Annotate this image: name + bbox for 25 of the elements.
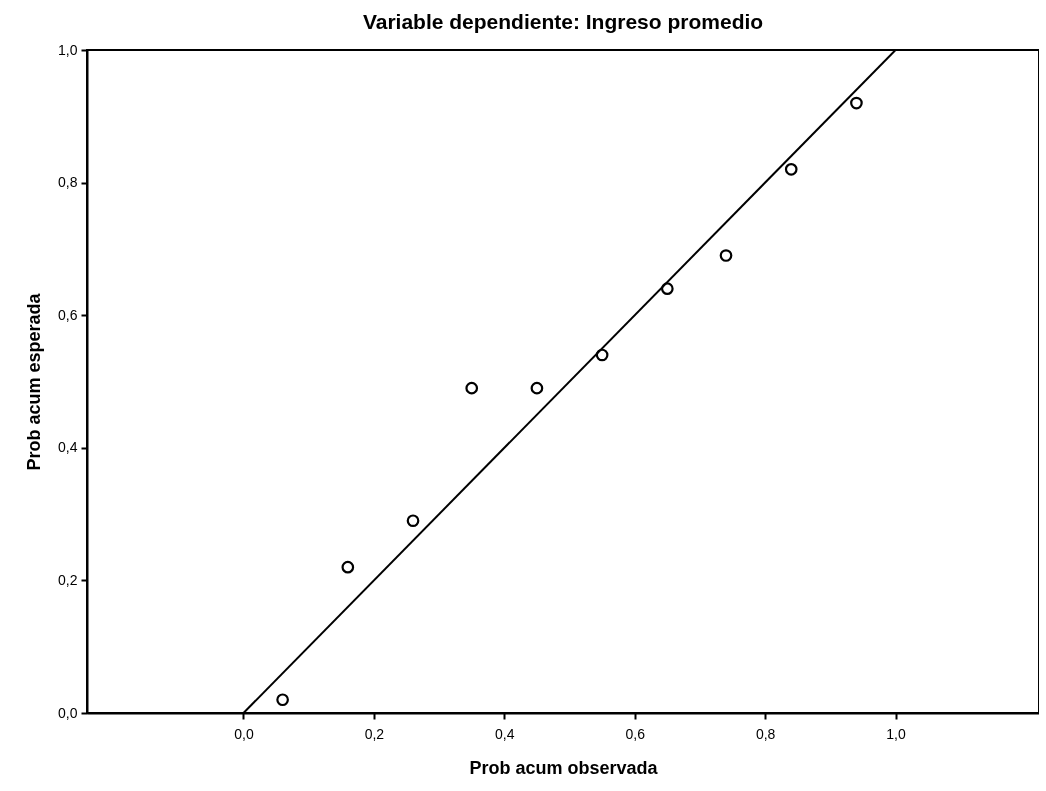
point xyxy=(406,514,420,528)
y-axis-title: Prob acum esperada xyxy=(24,292,45,471)
x-tick-label: 1,0 xyxy=(886,725,906,742)
x-tick-label: 0,4 xyxy=(495,725,515,742)
point xyxy=(595,348,609,362)
y-tick-label: 0,6 xyxy=(58,306,78,323)
point xyxy=(850,96,863,110)
y-tick-label: 0,0 xyxy=(58,704,78,721)
x-tick-label: 0,8 xyxy=(755,725,776,742)
point xyxy=(719,249,733,262)
y-tick-label: 0,8 xyxy=(58,174,78,191)
x-tick-label: 0,6 xyxy=(625,725,646,742)
point xyxy=(276,693,289,707)
x-tick-label: 0,2 xyxy=(364,725,385,742)
point xyxy=(660,282,674,296)
point xyxy=(530,381,544,395)
y-tick-label: 0,4 xyxy=(58,439,78,456)
x-tick-label: 0,0 xyxy=(234,725,254,742)
point xyxy=(465,381,479,395)
x-axis-title: Prob acum observada xyxy=(469,757,659,778)
point xyxy=(784,163,798,176)
point xyxy=(341,560,355,574)
y-tick-label: 0,2 xyxy=(58,571,78,588)
chart-title: Variable dependiente: Ingreso promedio xyxy=(362,10,764,33)
y-tick-label: 1,0 xyxy=(58,41,78,58)
